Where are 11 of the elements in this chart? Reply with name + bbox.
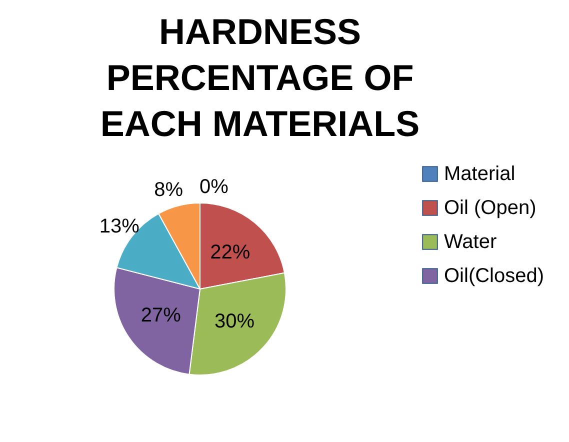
chart-title: HARDNESS PERCENTAGE OF EACH MATERIALS [100,11,420,144]
text: 0% [200,176,228,198]
data-label: 22% [210,242,250,264]
legend-label: Water [444,231,497,253]
data-label: 30% [214,310,255,332]
legend-label: Oil (Open) [444,197,536,219]
data-label: 8% [154,179,184,202]
data-label: 27% [140,304,182,327]
data-label: 13% [99,215,140,238]
legend-label: Material [444,163,516,185]
legend-label: Oil(Closed) [444,265,544,287]
